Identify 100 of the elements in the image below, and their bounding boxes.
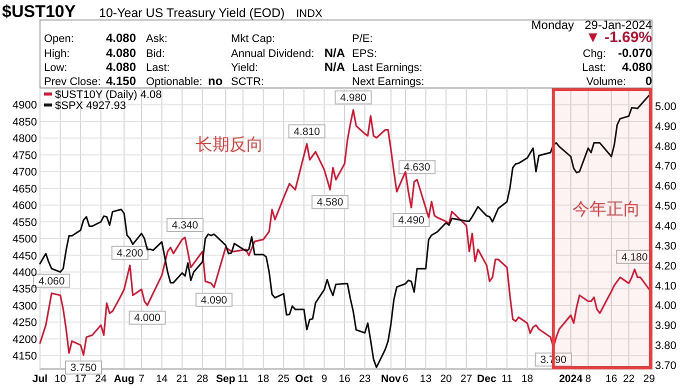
text: Volume: (586, 76, 626, 88)
text: Next Earnings: (352, 76, 424, 88)
x-tick-label: 18 (521, 373, 534, 385)
text: 4.150 (106, 74, 136, 88)
band-label: 今年正向 (572, 199, 641, 218)
text: 0 (645, 74, 652, 88)
text: Last: (582, 62, 606, 74)
x-tick-label: 11 (502, 373, 513, 385)
x-tick-label: 21 (176, 373, 188, 385)
annotation: 长期反向 (196, 134, 264, 154)
y-tick-label: 4500 (12, 234, 37, 246)
text: Chg: (582, 48, 606, 60)
x-tick-label: 18 (257, 373, 270, 385)
text: Monday (531, 18, 574, 32)
legend-label: $SPX 4927.93 (55, 100, 126, 112)
text: 4.080 (106, 31, 136, 45)
x-tick-label: Jul (32, 373, 48, 385)
data-label: 4.580 (316, 196, 344, 209)
x-tick-label: 27 (460, 373, 472, 385)
y-tick-label: 4550 (12, 216, 37, 229)
text: Prev Close: (44, 76, 101, 88)
data-label: 4.490 (398, 214, 425, 227)
data-label: 4.340 (172, 219, 198, 232)
y2-tick-label: 5.00 (655, 100, 676, 113)
y-tick-label: 4350 (12, 284, 37, 296)
data-label: 3.750 (70, 362, 97, 374)
text: N/A (324, 60, 346, 74)
y2-tick-label: 4.50 (655, 200, 676, 213)
x-tick-label: 28 (196, 373, 208, 385)
y2-tick-label: 4.30 (655, 240, 676, 252)
y2-tick-label: 4.10 (655, 280, 676, 292)
x-tick-label: 14 (156, 373, 168, 385)
x-tick-label: 17 (74, 373, 87, 385)
x-tick-label: 20 (440, 373, 452, 385)
y2-tick-label: 3.90 (655, 320, 676, 332)
text: $UST10Y (2, 2, 76, 21)
y-tick-label: 4750 (12, 150, 37, 162)
data-label: 4.090 (200, 294, 228, 306)
text: 10-Year US Treasury Yield (EOD) (99, 6, 285, 20)
x-tick-label: 16 (338, 373, 351, 385)
text: 4.080 (106, 60, 136, 74)
x-tick-label: Oct (295, 373, 314, 385)
data-label: 4.180 (621, 251, 648, 264)
x-tick-label: 24 (95, 373, 107, 385)
y-tick-label: 4450 (12, 250, 37, 262)
text: N/A (324, 46, 346, 60)
text: Bid: (146, 48, 165, 60)
y2-tick-label: 4.60 (655, 180, 676, 193)
text: 4.080 (622, 60, 652, 74)
x-tick-label: Sep (216, 373, 236, 385)
text: Last Earnings: (352, 62, 422, 74)
text: Low: (44, 62, 68, 74)
x-tick-label: 29 (643, 373, 656, 385)
data-label: 4.000 (134, 312, 161, 324)
x-tick-label: 7 (138, 373, 145, 385)
text: INDX (296, 8, 324, 20)
text: Open: (44, 33, 74, 45)
x-tick-label: 16 (606, 373, 618, 385)
x-tick-label: Nov (381, 373, 402, 385)
y2-tick-label: 4.00 (655, 300, 676, 312)
text: Yield: (231, 62, 258, 74)
y-tick-label: 4850 (12, 116, 37, 128)
y-tick-label: 4700 (12, 166, 37, 179)
text: -0.070 (618, 46, 652, 60)
text: ▼ -1.69% (585, 29, 652, 46)
x-tick-label: 13 (420, 373, 432, 385)
text: SCTR: (231, 76, 264, 88)
data-label: 4.810 (294, 126, 320, 138)
y-tick-label: 4200 (12, 334, 37, 346)
x-tick-label: 22 (622, 373, 635, 385)
y2-tick-label: 4.20 (655, 260, 676, 272)
y2-tick-label: 4.70 (655, 160, 676, 173)
data-label: 4.980 (340, 92, 367, 104)
data-label: 4.630 (404, 162, 430, 174)
x-tick-label: Dec (477, 373, 496, 385)
x-tick-label: 6 (402, 373, 409, 385)
x-tick-label: 25 (278, 373, 290, 385)
text: P/E: (352, 33, 373, 45)
text: Ask: (146, 33, 168, 45)
y2-tick-label: 4.80 (655, 140, 676, 153)
text: no (208, 74, 223, 88)
data-label: 4.200 (116, 247, 144, 260)
x-tick-label: 8 (585, 373, 592, 385)
x-tick-label: 9 (321, 373, 328, 385)
text: 29-Jan-2024 (584, 18, 652, 32)
text: EPS: (352, 48, 378, 60)
x-tick-label: Aug (114, 373, 134, 385)
y-tick-label: 4650 (12, 183, 37, 196)
x-tick-label: 23 (359, 373, 371, 385)
x-tick-label: 11 (238, 373, 249, 385)
x-tick-label: 10 (54, 373, 66, 385)
legend-label: $UST10Y (Daily) 4.08 (55, 89, 162, 101)
x-tick-label: 2024 (559, 373, 583, 385)
text: 4.080 (106, 46, 136, 60)
y2-tick-label: 3.80 (655, 340, 676, 352)
y-tick-label: 4900 (12, 100, 37, 112)
y-tick-label: 4600 (12, 200, 37, 212)
y-tick-label: 4300 (12, 300, 37, 312)
y-tick-label: 4150 (12, 350, 37, 363)
data-label: 4.060 (38, 275, 65, 288)
